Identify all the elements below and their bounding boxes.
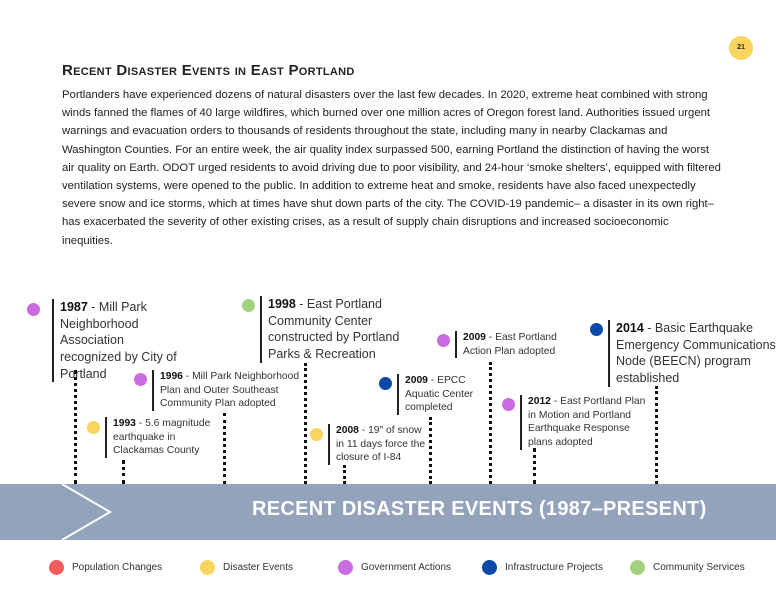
event-connector bbox=[655, 386, 658, 484]
event-text: - Mill Park Neighborhood Plan and Outer … bbox=[160, 371, 300, 410]
event-year: 1993 bbox=[113, 418, 136, 429]
event-connector bbox=[429, 417, 432, 484]
legend-dot-icon bbox=[200, 560, 215, 575]
event-year: 2009 bbox=[463, 332, 486, 343]
event-connector bbox=[223, 413, 226, 484]
timeline-banner bbox=[0, 484, 776, 540]
event-1996: 1996 - Mill Park Neighborhood Plan and O… bbox=[152, 370, 310, 412]
legend-item-infrastructure: Infrastructure Projects bbox=[482, 560, 603, 575]
event-connector bbox=[122, 460, 125, 484]
event-dot-infrastructure bbox=[590, 323, 603, 336]
legend-dot-icon bbox=[482, 560, 497, 575]
legend-label: Population Changes bbox=[72, 562, 163, 573]
event-year: 2012 bbox=[528, 396, 551, 407]
legend-item-disaster: Disaster Events bbox=[200, 560, 293, 575]
legend-dot-icon bbox=[630, 560, 645, 575]
event-text: - East Portland Community Center constru… bbox=[268, 297, 400, 361]
legend-label: Community Services bbox=[653, 562, 745, 573]
event-year: 2014 bbox=[616, 321, 644, 335]
legend-item-community: Community Services bbox=[630, 560, 745, 575]
event-connector bbox=[304, 363, 307, 484]
event-dot-government bbox=[27, 303, 40, 316]
event-text: - EPCC Aquatic Center completed bbox=[405, 375, 474, 414]
event-text: - East Portland Action Plan adopted bbox=[463, 332, 557, 357]
event-dot-disaster bbox=[310, 428, 323, 441]
event-year: 1987 bbox=[60, 300, 88, 314]
page-number: 21 bbox=[729, 36, 753, 60]
legend-dot-icon bbox=[49, 560, 64, 575]
event-year: 1996 bbox=[160, 371, 183, 382]
page-title: Recent Disaster Events in East Portland bbox=[62, 62, 355, 79]
event-2012: 2012 - East Portland Plan in Motion and … bbox=[520, 395, 648, 450]
event-1993: 1993 - 5.6 magnitude earthquake in Clack… bbox=[105, 417, 223, 459]
event-dot-infrastructure bbox=[379, 377, 392, 390]
event-text: - Basic Earthquake Emergency Communicati… bbox=[616, 321, 776, 385]
legend-label: Disaster Events bbox=[223, 562, 294, 573]
legend-label: Infrastructure Projects bbox=[505, 562, 603, 573]
event-connector bbox=[489, 362, 492, 484]
event-text: - Mill Park Neighborhood Association rec… bbox=[60, 300, 177, 381]
event-year: 2009 bbox=[405, 375, 428, 386]
event-dot-government bbox=[437, 334, 450, 347]
event-connector bbox=[74, 370, 77, 484]
event-1987: 1987 - Mill Park Neighborhood Associatio… bbox=[52, 299, 180, 383]
event-2009: 2009 - EPCC Aquatic Center completed bbox=[397, 374, 485, 416]
event-year: 1998 bbox=[268, 297, 296, 311]
event-2014: 2014 - Basic Earthquake Emergency Commun… bbox=[608, 320, 776, 387]
event-dot-disaster bbox=[87, 421, 100, 434]
event-text: - East Portland Plan in Motion and Portl… bbox=[528, 396, 646, 449]
legend-dot-icon bbox=[338, 560, 353, 575]
chevron-icon bbox=[61, 484, 112, 540]
legend-item-population: Population Changes bbox=[49, 560, 162, 575]
event-1998: 1998 - East Portland Community Center co… bbox=[260, 296, 408, 363]
event-dot-community bbox=[242, 299, 255, 312]
legend-item-government: Government Actions bbox=[338, 560, 451, 575]
banner-title: RECENT DISASTER EVENTS (1987–PRESENT) bbox=[252, 498, 707, 520]
intro-paragraph: Portlanders have experienced dozens of n… bbox=[62, 89, 721, 247]
event-2008: 2008 - 19" of snow in 11 days force the … bbox=[328, 424, 426, 466]
event-year: 2008 bbox=[336, 425, 359, 436]
event-text: - 19" of snow in 11 days force the closu… bbox=[336, 425, 426, 464]
event-connector bbox=[533, 448, 536, 484]
legend-label: Government Actions bbox=[361, 562, 452, 573]
event-connector bbox=[343, 465, 346, 484]
event-dot-government bbox=[134, 373, 147, 386]
event-text: - 5.6 magnitude earthquake in Clackamas … bbox=[113, 418, 211, 457]
event-dot-government bbox=[502, 398, 515, 411]
event-2009: 2009 - East Portland Action Plan adopted bbox=[455, 331, 563, 359]
